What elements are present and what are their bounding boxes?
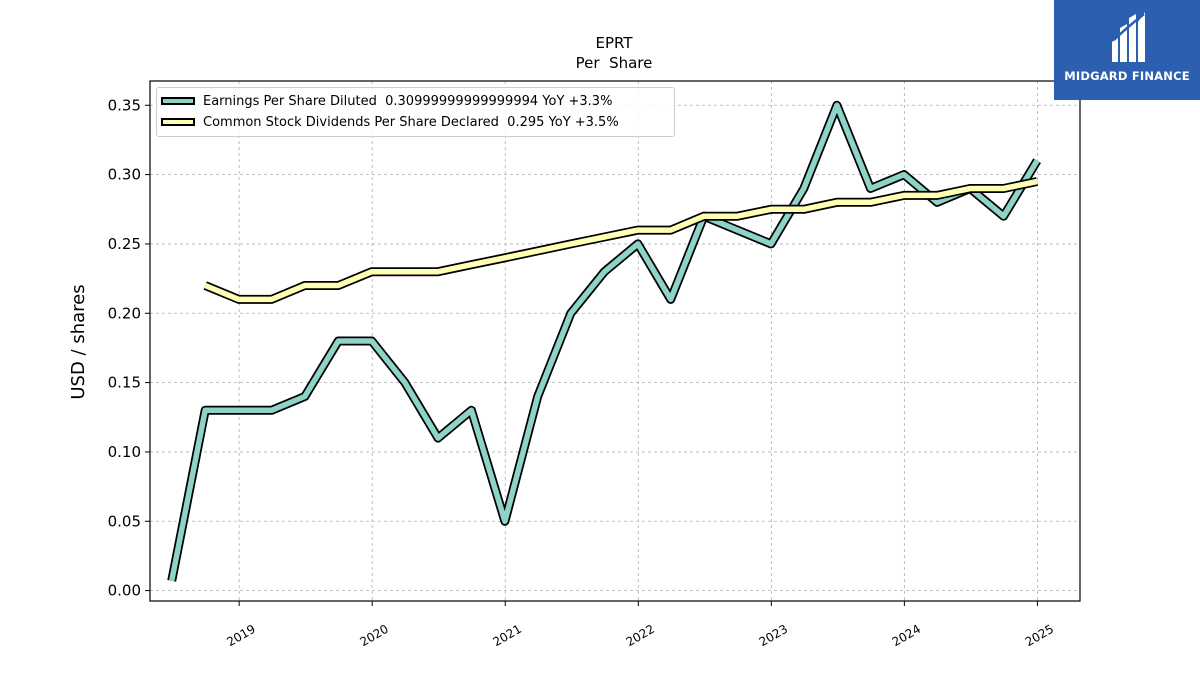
legend: Earnings Per Share Diluted 0.30999999999… <box>156 87 675 137</box>
y-tick-label: 0.00 <box>108 582 141 600</box>
y-tick-label: 0.35 <box>108 96 141 114</box>
chart-subtitle: Per Share <box>576 54 653 72</box>
y-tick-label: 0.15 <box>108 374 141 392</box>
legend-label-eps: Earnings Per Share Diluted 0.30999999999… <box>203 93 613 109</box>
legend-item-eps: Earnings Per Share Diluted 0.30999999999… <box>157 92 612 110</box>
legend-swatch-eps <box>161 97 195 105</box>
x-tick-label: 2023 <box>757 622 790 649</box>
series-line-dividends <box>204 178 1038 303</box>
x-tick-label: 2021 <box>491 622 524 649</box>
y-tick-label: 0.05 <box>108 512 141 530</box>
y-axis-label: USD / shares <box>68 284 89 399</box>
y-tick-label: 0.25 <box>108 235 141 253</box>
logo-mark-icon <box>1112 12 1145 62</box>
chart-title: EPRT <box>595 34 633 52</box>
y-tick-label: 0.20 <box>108 304 141 322</box>
legend-item-dividends: Common Stock Dividends Per Share Declare… <box>157 113 619 131</box>
legend-swatch-dividends <box>161 118 195 126</box>
y-tick-label: 0.10 <box>108 443 141 461</box>
x-tick-label: 2024 <box>890 622 923 649</box>
series-line-dividends-outline <box>203 177 1039 304</box>
plot-frame <box>149 80 1081 602</box>
x-tick-label: 2022 <box>624 622 657 649</box>
series-line-eps <box>169 102 1040 582</box>
x-tick-label: 2019 <box>224 622 257 649</box>
brand-logo: MIDGARD FINANCE <box>1054 0 1200 100</box>
legend-label-dividends: Common Stock Dividends Per Share Declare… <box>203 114 619 130</box>
x-tick-label: 2025 <box>1023 622 1056 649</box>
grid-lines <box>150 81 1080 601</box>
series-layer <box>167 100 1041 582</box>
y-tick-label: 0.30 <box>108 166 141 184</box>
x-tick-label: 2020 <box>357 622 390 649</box>
logo-text: MIDGARD FINANCE <box>1064 69 1190 83</box>
